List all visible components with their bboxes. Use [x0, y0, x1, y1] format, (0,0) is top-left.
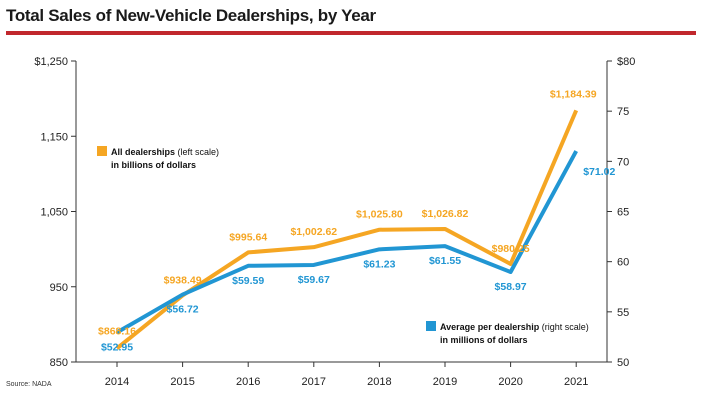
legend-label: Average per dealership (right scale): [440, 322, 589, 332]
x-tick-label: 2017: [302, 376, 326, 388]
legend-subtext: in millions of dollars: [440, 335, 528, 345]
x-tick-label: 2021: [564, 376, 588, 388]
x-tick-label: 2020: [498, 376, 522, 388]
series-lines: [115, 109, 579, 350]
legend-subtext: in billions of dollars: [111, 160, 196, 170]
x-tick-label: 2015: [170, 376, 194, 388]
data-label: $1,184.39: [550, 88, 597, 100]
left-tick-label: 950: [50, 282, 68, 294]
source-note: Source: NADA: [6, 381, 52, 388]
legend-swatch: [426, 321, 436, 331]
left-tick-label: 1,050: [40, 207, 68, 219]
data-label: $56.72: [167, 304, 199, 316]
axes: $1,250 1,150 1,050 950 850 $80 75 70 65 60 55 50 201…: [34, 56, 635, 388]
data-label: $1,026.82: [422, 208, 469, 220]
title-rule: [6, 31, 696, 35]
right-tick-label: 55: [617, 307, 629, 319]
legend: All dealerships (left scale) in billions …: [97, 146, 589, 345]
right-tick-label: 75: [617, 106, 629, 118]
left-tick-label: $1,250: [34, 56, 68, 68]
data-label: $58.97: [495, 281, 527, 293]
series-line-average-per-dealership: [116, 150, 578, 335]
data-label: $938.49: [164, 274, 202, 286]
right-tick-label: 50: [617, 357, 629, 369]
left-tick-label: 850: [50, 357, 68, 369]
x-tick-label: 2014: [105, 376, 129, 388]
left-tick-label: 1,150: [40, 131, 68, 143]
legend-label: All dealerships (left scale): [111, 147, 219, 157]
right-tick-label: 60: [617, 257, 629, 269]
data-label: $59.67: [298, 274, 330, 286]
data-label: $61.55: [429, 255, 461, 267]
data-label: $59.59: [232, 275, 264, 287]
x-tick-label: 2016: [236, 376, 260, 388]
legend-swatch: [97, 146, 107, 156]
right-tick-label: 65: [617, 207, 629, 219]
data-label: $71.02: [583, 166, 615, 178]
data-label: $868.16: [98, 325, 136, 337]
right-tick-label: 70: [617, 156, 629, 168]
data-label: $61.23: [363, 258, 395, 270]
data-label: $995.64: [229, 231, 267, 243]
right-tick-label: $80: [617, 56, 635, 68]
data-label: $52.95: [101, 341, 133, 353]
data-label: $1,025.80: [356, 209, 403, 221]
chart-title: Total Sales of New-Vehicle Dealerships, …: [6, 6, 376, 25]
data-labels: $868.16 $938.49 $995.64 $1,002.62 $1,025.80 $…: [98, 88, 615, 353]
x-tick-label: 2019: [433, 376, 457, 388]
data-label: $1,002.62: [290, 226, 337, 238]
data-label: $980.25: [492, 243, 530, 255]
x-tick-label: 2018: [367, 376, 391, 388]
